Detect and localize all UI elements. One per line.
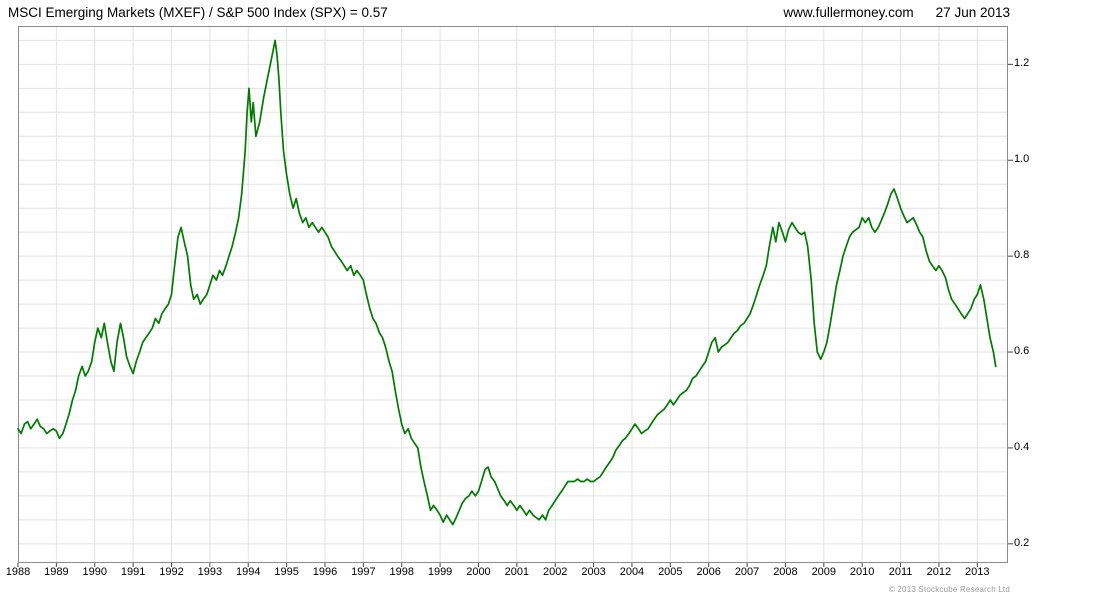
x-tick-label: 2000 (466, 566, 491, 578)
x-tick-label: 1992 (159, 566, 184, 578)
x-tick-label: 1991 (120, 566, 146, 578)
header-right-group: www.fullermoney.com 27 Jun 2013 (783, 5, 1010, 20)
y-tick-label: 0.8 (1014, 249, 1030, 262)
x-tick-label: 1995 (274, 566, 299, 578)
website-text: www.fullermoney.com (783, 5, 914, 20)
x-tick-label: 2004 (619, 566, 645, 578)
x-tick-label: 2002 (542, 566, 568, 578)
x-tick-label: 1993 (197, 566, 223, 578)
x-tick-label: 2005 (658, 566, 683, 578)
x-tick-label: 2006 (696, 566, 721, 578)
x-tick-label: 2009 (811, 566, 837, 578)
x-tick-label: 2011 (888, 566, 913, 578)
chart-title: MSCI Emerging Markets (MXEF) / S&P 500 I… (8, 5, 388, 20)
chart-svg (17, 26, 1013, 567)
x-tick-label: 2008 (773, 566, 798, 578)
y-tick-label: 0.4 (1014, 440, 1030, 453)
y-tick-label: 0.2 (1014, 536, 1030, 549)
x-tick-label: 2003 (581, 566, 606, 578)
plot-frame (18, 26, 1008, 563)
x-tick-label: 1996 (312, 566, 338, 578)
chart-header: MSCI Emerging Markets (MXEF) / S&P 500 I… (8, 5, 1010, 20)
x-tick-label: 2013 (965, 566, 990, 578)
copyright-text: © 2013 Stockcube Research Ltd (888, 585, 1010, 594)
x-tick-label: 1990 (82, 566, 107, 578)
x-tick-label: 1988 (5, 566, 31, 578)
x-tick-label: 1994 (235, 566, 261, 578)
y-tick-label: 0.6 (1014, 345, 1030, 358)
ratio-line-series (17, 39, 997, 526)
x-tick-label: 1998 (389, 566, 414, 578)
x-tick-label: 1989 (44, 566, 69, 578)
x-tick-label: 2007 (734, 566, 760, 578)
y-tick-label: 1.0 (1014, 153, 1030, 166)
x-tick-label: 1997 (351, 566, 376, 578)
x-tick-label: 1999 (427, 566, 453, 578)
date-text: 27 Jun 2013 (935, 5, 1010, 20)
plot-area (17, 26, 1013, 567)
x-tick-label: 2001 (504, 566, 530, 578)
y-tick-label: 1.2 (1014, 57, 1030, 70)
x-tick-label: 2012 (926, 566, 952, 578)
x-tick-label: 2010 (849, 566, 875, 578)
